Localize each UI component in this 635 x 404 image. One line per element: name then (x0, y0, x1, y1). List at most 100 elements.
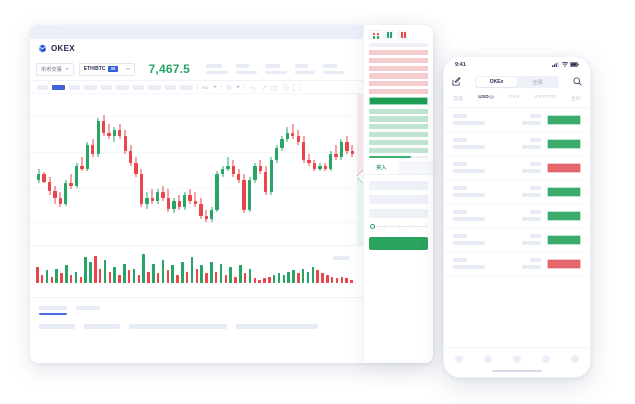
toolbar-divider (220, 84, 222, 90)
interval-chip[interactable] (116, 84, 129, 90)
submit-buy-button[interactable] (369, 236, 428, 250)
volume-bar (297, 273, 300, 283)
list-item[interactable] (444, 156, 590, 180)
trade-tab-sell[interactable] (398, 160, 433, 174)
orderbook-bid-row[interactable] (369, 139, 428, 145)
list-item[interactable] (444, 108, 590, 132)
volume-bar (326, 274, 329, 283)
candle (291, 102, 295, 235)
list-item-change-pill (547, 210, 581, 221)
candle (318, 102, 322, 235)
phone-market-tabs[interactable]: 自选 USDT OKB CRYPTO 合约 (444, 92, 590, 107)
list-item[interactable] (444, 132, 590, 156)
ticker-stat (206, 64, 228, 74)
market-selector[interactable]: 币币交易 (36, 62, 74, 76)
total-input[interactable] (369, 208, 428, 218)
chevron-down-icon[interactable] (235, 86, 240, 88)
orderbook-bid-row[interactable] (369, 132, 428, 138)
last-price: 7,467.5 (148, 62, 190, 76)
interval-chip[interactable] (180, 84, 193, 90)
orderbook-bid-row[interactable] (369, 124, 428, 130)
phone-tab-favorites[interactable]: 自选 (453, 97, 463, 102)
phone-nav-bar: OKEx 全球 (444, 72, 590, 92)
bids-view-icon[interactable] (383, 30, 394, 39)
interval-chip-active[interactable] (52, 84, 65, 90)
tabbar-item-profile-icon[interactable] (571, 355, 580, 363)
interval-chip[interactable] (165, 84, 176, 90)
orderbook-ask-row[interactable] (369, 65, 428, 71)
candle (307, 102, 311, 235)
candle (64, 102, 68, 235)
orderbook-bid-row[interactable] (369, 147, 428, 153)
compose-icon[interactable] (452, 73, 461, 91)
chevron-down-icon[interactable] (212, 86, 217, 88)
candle (339, 102, 344, 235)
orderbook-bid-row[interactable] (369, 116, 428, 122)
pair-selector[interactable]: ETH/BTC 3X (78, 62, 135, 76)
amount-slider[interactable] (370, 223, 427, 231)
trade-tabs[interactable]: 买入 (364, 160, 433, 175)
line-icon[interactable] (248, 78, 257, 96)
orderbook-bid-row[interactable] (369, 108, 428, 114)
interval-chip[interactable] (101, 84, 112, 90)
camera-icon[interactable] (270, 78, 278, 96)
volume-bar (40, 274, 44, 283)
list-item-symbol (453, 186, 485, 197)
candle (220, 102, 225, 235)
phone-tab-crypto[interactable]: CRYPTO (534, 95, 556, 100)
candle (118, 102, 122, 235)
status-icons (552, 62, 579, 67)
candles-icon[interactable] (226, 78, 232, 96)
slider-knob[interactable] (370, 223, 375, 229)
search-icon[interactable] (573, 73, 582, 91)
volume-bar (142, 254, 145, 283)
phone-tab-usdt[interactable]: USDT (478, 95, 494, 100)
tabbar-item-markets-icon[interactable] (454, 355, 463, 363)
fullscreen-icon[interactable] (292, 78, 300, 96)
asks-view-icon[interactable] (397, 30, 408, 39)
candle (145, 102, 149, 235)
phone-tab-okb[interactable]: OKB (508, 95, 520, 100)
usdt-badge: T (488, 95, 494, 99)
market-segmented-control[interactable]: OKEx 全球 (475, 76, 559, 88)
list-item[interactable] (444, 180, 590, 204)
orders-tab-active[interactable] (39, 306, 67, 315)
orderbook-ask-row[interactable] (369, 50, 428, 56)
candle (183, 102, 187, 235)
price-input[interactable] (369, 180, 428, 190)
interval-chip[interactable] (148, 84, 161, 90)
volume-bar (239, 265, 242, 283)
phone-tab-futures[interactable]: 合约 (570, 97, 581, 102)
orderbook-ask-row[interactable] (369, 88, 428, 95)
tabbar-item-assets-icon[interactable] (542, 355, 551, 363)
interval-chip[interactable] (37, 84, 48, 90)
interval-chip[interactable] (133, 84, 144, 90)
list-item[interactable] (444, 228, 590, 252)
orderbook-ask-row[interactable] (369, 57, 428, 63)
segment-global[interactable]: 全球 (532, 79, 543, 86)
interval-chip[interactable] (69, 84, 80, 90)
tabbar-item-trade-icon[interactable] (483, 355, 492, 363)
interval-chip[interactable] (84, 84, 97, 90)
list-item[interactable] (444, 252, 590, 276)
orderbook-asks[interactable] (364, 50, 433, 153)
amount-input[interactable] (369, 194, 428, 204)
segment-okex[interactable]: OKEx (476, 77, 517, 87)
list-item-price (522, 186, 541, 197)
orderbook-ask-row[interactable] (369, 81, 428, 87)
trade-tab-buy[interactable]: 买入 (364, 160, 399, 174)
both-view-icon[interactable] (369, 30, 380, 39)
chart-toolbar[interactable]: MA (30, 80, 433, 93)
ma-indicator-label[interactable]: MA (202, 84, 209, 90)
settings-icon[interactable] (281, 78, 289, 96)
list-item[interactable] (444, 204, 590, 228)
orderbook-ask-row[interactable] (369, 73, 428, 79)
orderbook-view-modes[interactable] (364, 25, 433, 42)
phone-tabbar[interactable] (444, 347, 590, 377)
orders-tab[interactable] (76, 306, 100, 310)
volume-bar (45, 270, 49, 283)
candle (172, 102, 176, 235)
volume-bar (181, 262, 184, 283)
tabbar-item-discover-icon[interactable] (512, 355, 521, 363)
brush-icon[interactable] (261, 78, 267, 96)
